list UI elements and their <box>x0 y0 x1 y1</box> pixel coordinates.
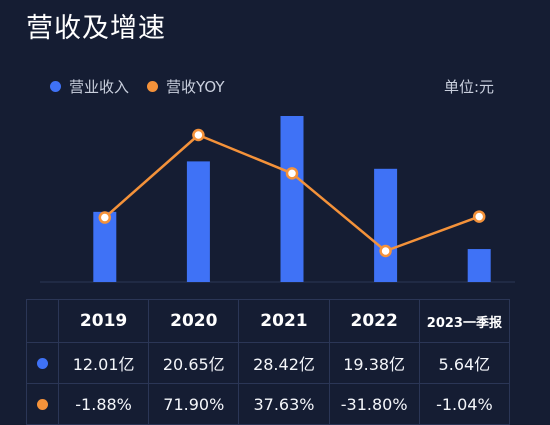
unit-label: 单位:元 <box>443 78 494 96</box>
table-row-yoy: -1.88% 71.90% 37.63% -31.80% -1.04% <box>26 383 511 425</box>
table-header-cell: 2023一季报 <box>418 299 511 343</box>
legend-label-yoy: 营收YOY <box>166 78 225 96</box>
chart-plot <box>40 116 515 283</box>
legend-bar-marker <box>50 81 61 92</box>
data-table: 2019 2020 2021 2022 2023一季报 12.01亿 20.65… <box>26 299 511 425</box>
table-cell: 71.90% <box>148 383 240 425</box>
table-cell: 5.64亿 <box>418 342 511 384</box>
revenue-bar[interactable] <box>280 116 304 282</box>
chart-title: 营收及增速 <box>26 13 166 44</box>
revenue-bar[interactable] <box>467 249 491 282</box>
yoy-marker-dot <box>37 398 48 410</box>
revenue-bar[interactable] <box>93 211 117 282</box>
table-header-row: 2019 2020 2021 2022 2023一季报 <box>26 299 511 343</box>
revenue-bar[interactable] <box>374 168 398 282</box>
table-row-revenue: 12.01亿 20.65亿 28.42亿 19.38亿 5.64亿 <box>26 342 511 384</box>
legend-line-marker <box>147 81 159 92</box>
yoy-point[interactable] <box>192 128 205 142</box>
yoy-point[interactable] <box>472 210 486 223</box>
table-header-cell: 2021 <box>238 299 330 343</box>
legend-item-yoy[interactable]: 营收YOY <box>147 76 225 97</box>
table-cell: 28.42亿 <box>238 342 330 384</box>
table-corner <box>26 299 59 343</box>
legend-label-revenue: 营业收入 <box>69 78 130 96</box>
legend-item-revenue[interactable]: 营业收入 <box>50 76 129 97</box>
table-cell: 37.63% <box>238 383 330 425</box>
table-header-cell: 2019 <box>57 299 150 343</box>
table-header-cell: 2022 <box>328 299 420 343</box>
table-cell: 20.65亿 <box>148 342 240 384</box>
table-header-cell: 2020 <box>148 299 240 343</box>
table-cell: 19.38亿 <box>328 342 420 384</box>
table-cell: 12.01亿 <box>57 342 150 384</box>
table-row-marker <box>26 383 59 425</box>
revenue-bar[interactable] <box>186 161 210 282</box>
yoy-point[interactable] <box>379 244 392 258</box>
yoy-point[interactable] <box>98 211 112 224</box>
chart-legend: 营业收入 营收YOY <box>50 76 243 97</box>
yoy-point[interactable] <box>285 167 299 180</box>
revenue-marker-dot <box>37 357 48 369</box>
table-row-marker <box>26 342 59 384</box>
table-cell: -1.88% <box>57 383 150 425</box>
table-cell: -1.04% <box>418 383 511 425</box>
table-cell: -31.80% <box>328 383 420 425</box>
